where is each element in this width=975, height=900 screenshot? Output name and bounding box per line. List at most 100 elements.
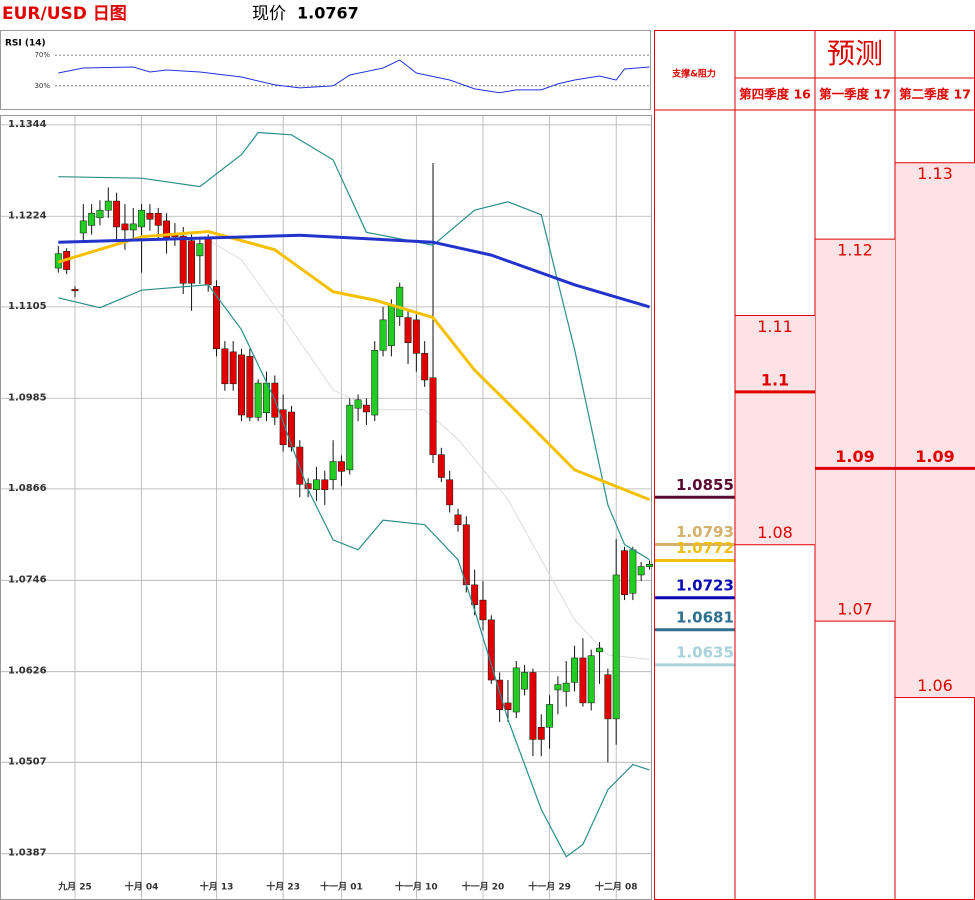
forecast-title: 预测 [827,37,883,70]
candle-body [113,200,121,228]
candle-body [529,672,537,740]
candle-body [204,237,212,286]
column-header: 第一季度 17 [819,87,891,102]
x-tick-label: 十一月 20 [462,881,505,893]
y-tick-label: 1.0985 [8,392,47,403]
candle-body [121,223,129,231]
candle-body [371,350,379,416]
x-tick-label: 十一月 29 [528,881,571,893]
candle-body [512,667,520,713]
candle-body [412,319,420,354]
range-label: 1.13 [917,164,953,183]
x-tick-label: 十二月 08 [595,881,638,893]
level-label: 1.0793 [676,523,734,541]
forecast-range [895,162,975,698]
candle-body [288,411,295,448]
moving-line [57,229,651,501]
candle-body [329,461,337,481]
candle-body [596,647,603,653]
candle-body [312,479,320,490]
candle-body [154,212,162,226]
candle-body [429,377,437,455]
price-label: 现价 [252,4,286,24]
moving-line [58,284,650,858]
candle-body [462,524,470,586]
moving-line [58,131,650,561]
range-label: 1.12 [837,241,873,260]
x-tick-label: 十月 04 [125,881,159,893]
candle-body [354,399,362,409]
candle-body [646,564,653,567]
range-label: 1.11 [757,317,793,336]
x-tick-label: 十一月 10 [395,881,438,893]
y-tick-label: 1.0866 [8,483,47,494]
candle-body [496,679,504,710]
candle-body [479,599,487,621]
candle-body [379,319,387,351]
forecast-range [815,239,895,622]
candle-body [454,514,462,525]
y-tick-label: 1.0387 [8,848,47,859]
y-tick-label: 1.0626 [8,666,47,677]
candle-body [229,351,237,385]
candle-body [138,209,146,228]
price: 1.0767 [297,4,359,23]
price-panel [0,115,652,900]
range-label: 1.08 [757,523,793,542]
column-header: 支撑&阻力 [671,68,716,80]
candle-body [221,348,229,385]
candle-body [562,682,570,692]
candle-body [396,286,404,318]
y-tick-label: 1.1105 [8,301,47,312]
candle-body [104,200,112,211]
x-tick-label: 十月 13 [200,881,234,893]
level-label: 1.0772 [676,539,734,557]
candle-body [637,566,645,576]
candle-body [421,353,429,381]
x-tick-label: 九月 25 [57,881,92,893]
candle-body [213,286,220,350]
candle-body [537,727,545,740]
candle-body [346,404,354,471]
chart-title: EUR/USD 日图 [2,4,127,24]
candle-body [446,479,454,506]
candle-body [79,220,87,234]
candle-body [621,550,628,596]
y-tick-label: 30% [34,82,50,90]
x-tick-label: 十月 23 [266,881,300,893]
candle-body [129,223,137,231]
candle-body [554,684,562,691]
moving-line [207,239,650,660]
y-tick-label: 1.0746 [8,574,47,585]
candle-body [404,317,412,343]
candle-body [612,574,620,720]
level-label: 1.0723 [676,576,734,594]
x-tick-label: 十一月 01 [320,881,363,893]
candle-body [88,212,96,226]
candle-body [579,657,587,704]
candle-body [571,657,579,683]
candle-body [587,655,595,704]
candle-body [196,243,204,257]
moving-line [58,233,650,309]
rsi-title: RSI (14) [5,39,46,49]
candle-body [504,702,512,710]
level-label: 1.0635 [676,643,734,661]
y-tick-label: 1.1224 [8,210,47,221]
y-tick-label: 1.1344 [8,119,47,130]
candle-body [387,305,395,346]
column-header: 第二季度 17 [899,87,971,102]
forecast-range [735,315,815,545]
candle-body [71,289,79,292]
candle-body [362,404,370,413]
level-label: 1.0855 [676,476,734,494]
candle-body [437,454,445,478]
candle-body [604,674,612,720]
candle-body [254,382,262,418]
candle-body [546,704,554,728]
candle-body [163,220,171,238]
rsi-line [58,59,650,94]
candle-body [279,409,287,445]
candle-body [487,619,495,681]
